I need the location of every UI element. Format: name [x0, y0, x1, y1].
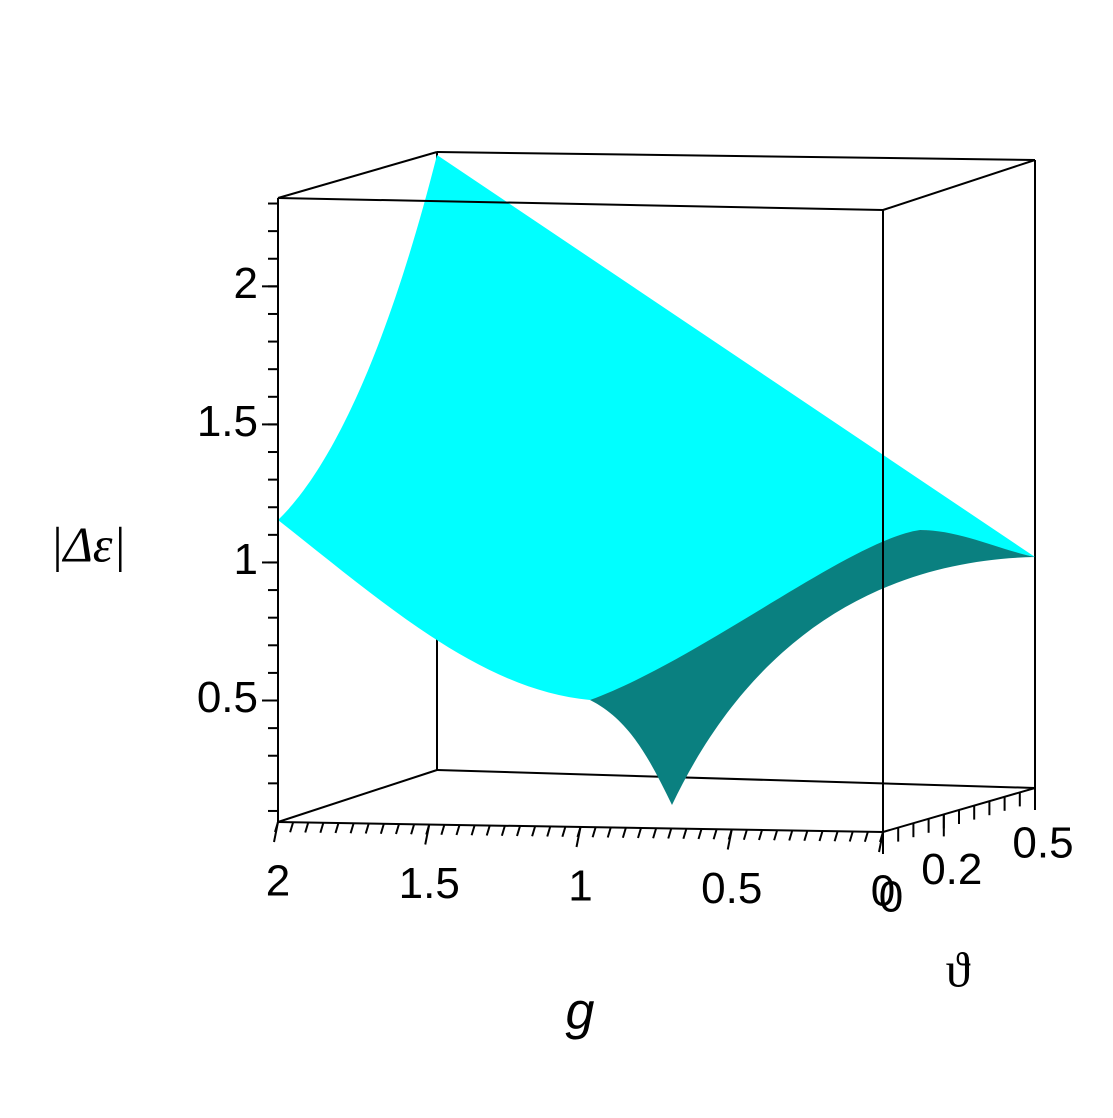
x-tick-label: 0.5: [701, 864, 762, 913]
x-minor-tick: [606, 827, 612, 838]
x-tick-label: 2: [266, 857, 290, 906]
x-minor-tick: [304, 822, 310, 833]
x-minor-tick: [591, 826, 597, 838]
x-minor-tick: [652, 827, 658, 839]
x-minor-tick: [712, 828, 718, 840]
z-tick-label: 1.5: [197, 397, 258, 446]
x-minor-tick: [440, 824, 446, 836]
x-minor-tick: [758, 829, 763, 841]
y-tick-label: 0: [879, 873, 903, 922]
x-minor-tick: [803, 830, 809, 842]
x-minor-tick: [364, 823, 370, 834]
x-minor-tick: [334, 822, 340, 834]
x-minor-tick: [395, 823, 400, 835]
x-tick-label: 0: [871, 867, 895, 916]
x-minor-tick: [531, 825, 537, 837]
x-minor-tick: [485, 825, 491, 836]
x-minor-tick: [863, 831, 869, 843]
x-minor-tick: [516, 825, 521, 837]
surface-underside: [590, 530, 1035, 805]
x-minor-tick: [682, 828, 688, 840]
x-minor-tick: [788, 830, 794, 841]
x-minor-tick: [319, 822, 325, 834]
z-tick-label: 1: [234, 535, 258, 584]
x-axis-label: g: [566, 983, 595, 1041]
x-tick: [273, 821, 279, 843]
x-minor-tick: [773, 829, 779, 841]
x-minor-tick: [848, 831, 854, 842]
x-tick-label: 1.5: [399, 859, 460, 908]
x-tick: [575, 826, 582, 848]
x-minor-tick: [637, 827, 642, 839]
z-axis-label: |Δε|: [50, 516, 127, 572]
x-tick: [726, 829, 733, 850]
x-minor-tick: [379, 823, 385, 835]
x-minor-tick: [500, 825, 506, 837]
y-tick-label: 0.2: [921, 845, 982, 894]
x-minor-tick: [697, 828, 703, 840]
x-tick-label: 1: [568, 862, 592, 911]
x-minor-tick: [349, 822, 355, 834]
z-tick-label: 2: [234, 259, 258, 308]
x-minor-tick: [742, 829, 748, 841]
x-minor-tick: [818, 830, 824, 842]
x-minor-tick: [455, 824, 461, 836]
y-axis-label: ϑ: [946, 941, 971, 997]
x-tick: [424, 824, 431, 845]
z-tick-label: 0.5: [197, 673, 258, 722]
x-minor-tick: [470, 824, 476, 836]
x-minor-tick: [667, 828, 673, 839]
x-minor-tick: [561, 826, 567, 838]
x-minor-tick: [289, 821, 295, 833]
x-minor-tick: [833, 830, 839, 842]
x-minor-tick: [546, 826, 552, 837]
y-tick-label: 0.5: [1012, 819, 1073, 868]
x-minor-tick: [621, 827, 627, 839]
surface: [278, 155, 1035, 700]
x-minor-tick: [410, 823, 416, 835]
